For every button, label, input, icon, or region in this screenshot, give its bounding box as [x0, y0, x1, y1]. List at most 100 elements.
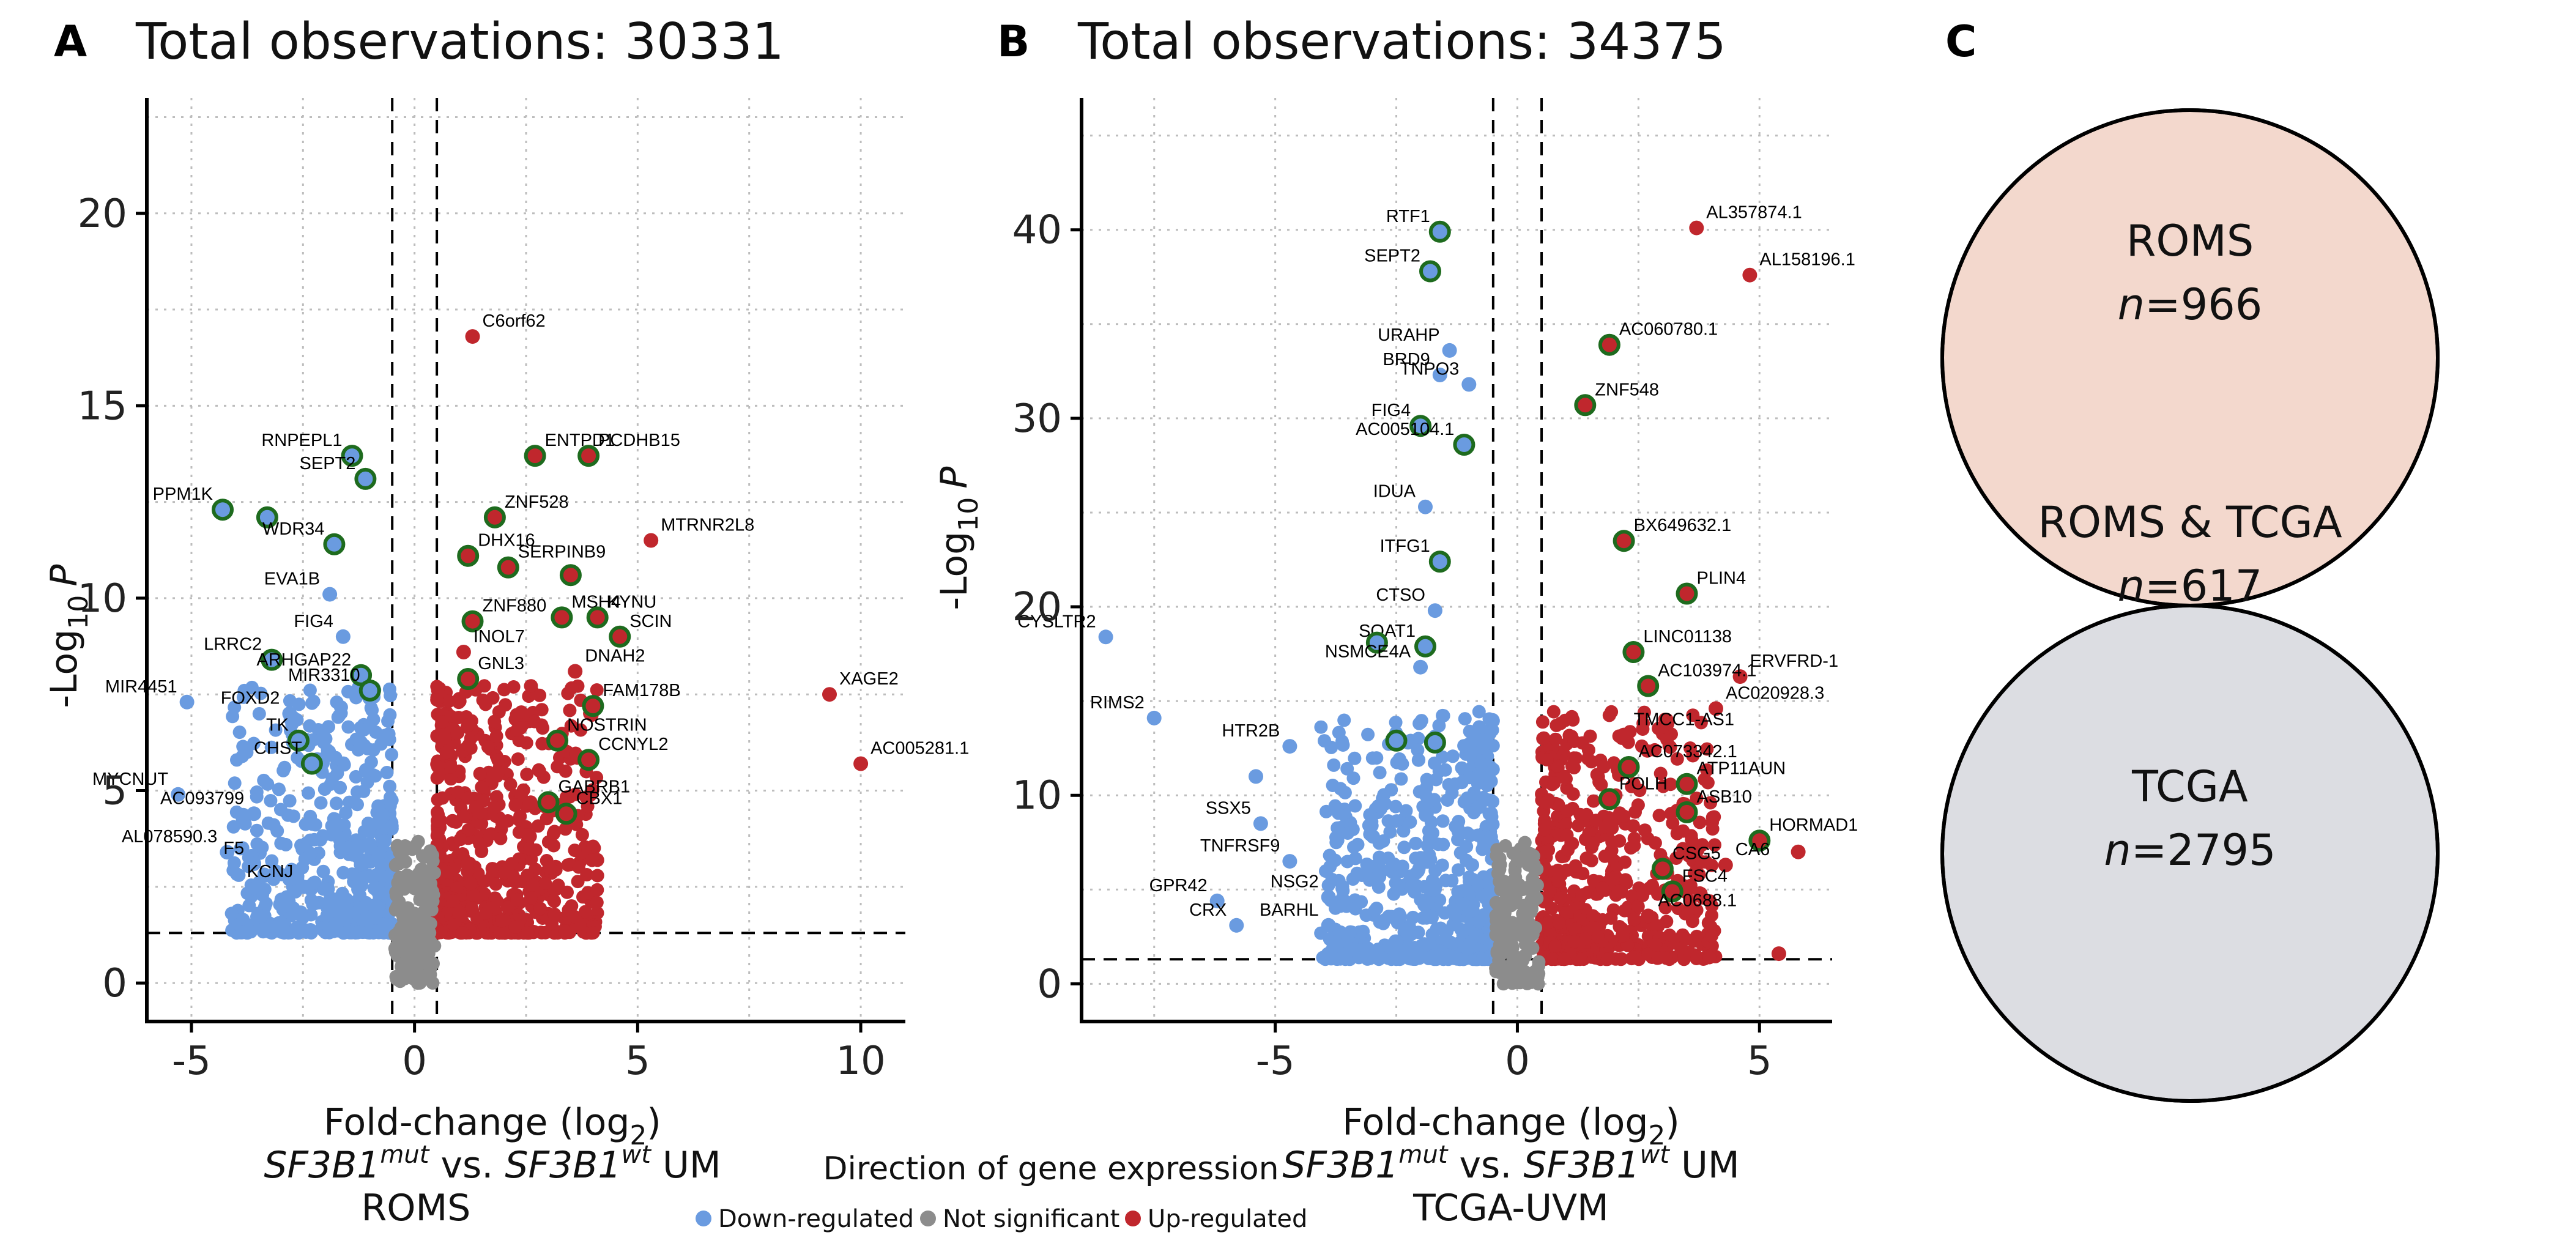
cluster-point-up	[1700, 763, 1714, 777]
cluster-point-down	[1334, 899, 1347, 913]
gene-label: NSMCE4A	[1325, 642, 1411, 662]
gene-point-unlabeled-29	[1423, 731, 1446, 754]
cluster-point-up	[444, 760, 458, 774]
cluster-point-down	[333, 781, 347, 795]
cluster-point-up	[1676, 824, 1690, 838]
cluster-point-down	[247, 736, 261, 751]
cluster-point-down	[305, 696, 319, 710]
cluster-point-up	[450, 881, 464, 895]
cluster-point-up	[536, 721, 550, 735]
cluster-point-up	[1701, 776, 1715, 790]
cluster-point-down	[1383, 825, 1397, 839]
cluster-point-up	[1708, 838, 1721, 852]
cluster-point-up	[453, 833, 467, 847]
cluster-point-down	[1394, 772, 1408, 786]
cluster-point-ns	[1514, 927, 1528, 941]
cluster-point-down	[1406, 910, 1420, 924]
cluster-point-up	[430, 693, 444, 707]
cluster-point-down	[269, 723, 283, 737]
cluster-point-down	[1387, 857, 1401, 871]
gene-point-mir4451	[179, 694, 195, 710]
cluster-point-ns	[403, 951, 417, 965]
cluster-point-up	[1695, 855, 1709, 869]
gridlines-b	[1082, 98, 1832, 1022]
cluster-point-down	[265, 854, 279, 868]
gene-point-unlabeled-46	[1771, 946, 1786, 962]
cluster-point-down	[1446, 918, 1460, 932]
legend-swatch-down	[696, 1211, 711, 1226]
cluster-point-up	[575, 828, 589, 842]
cluster-point-down	[306, 897, 320, 911]
cluster-point-up	[1705, 899, 1719, 913]
cluster-point-down	[294, 907, 308, 921]
cluster-point-up	[434, 925, 448, 940]
cluster-point-down	[1346, 942, 1360, 956]
gene-label: LINC01138	[1643, 627, 1732, 647]
cluster-point-up	[1600, 820, 1614, 834]
cluster-point-up	[533, 688, 547, 702]
y-tick-label: 15	[78, 384, 127, 429]
cluster-point-down	[385, 747, 399, 762]
cluster-point-down	[1327, 758, 1341, 772]
cluster-point-up	[1680, 886, 1694, 900]
cluster-point-up	[1553, 891, 1567, 905]
gene-label: CA6	[1735, 840, 1770, 859]
cluster-point-up	[466, 888, 480, 902]
venn-label-tcga: TCGA	[2131, 762, 2248, 812]
x-ticks-b: -5 0 5	[1256, 1022, 1772, 1084]
cluster-point-up	[455, 926, 469, 940]
cluster-point-down	[235, 925, 249, 939]
cluster-point-down	[357, 825, 371, 839]
cluster-point-down	[1436, 708, 1450, 722]
gene-label: SCIN	[629, 612, 672, 631]
cluster-point-ns	[1490, 848, 1504, 862]
cluster-point-ns	[398, 971, 412, 985]
gene-point-tnfrsf9	[1282, 854, 1297, 869]
cluster-point-down	[278, 760, 292, 774]
gene-point-foxd2	[282, 706, 297, 721]
gene-point-ccnyl2	[577, 749, 600, 771]
cluster-point-up	[590, 883, 604, 897]
cluster-point-down	[1436, 814, 1450, 828]
cluster-point-down	[333, 839, 347, 853]
cluster-point-up	[1581, 752, 1595, 766]
cluster-point-up	[564, 719, 578, 733]
gene-label: PPM1K	[153, 484, 213, 504]
cluster-point-down	[1486, 817, 1500, 831]
cluster-point-ns	[1527, 967, 1541, 981]
cluster-point-down	[1429, 773, 1443, 787]
cluster-point-down	[1365, 751, 1379, 765]
gene-label: IDUA	[1373, 482, 1416, 502]
cluster-point-up	[512, 733, 526, 747]
x-tick-label: -5	[1256, 1039, 1295, 1084]
gene-label: ASB10	[1697, 787, 1752, 807]
cluster-point-up	[1595, 881, 1609, 896]
cluster-point-down	[225, 907, 239, 921]
cluster-point-down	[1472, 720, 1486, 734]
cluster-point-up	[1542, 916, 1556, 930]
gene-point-ca6	[1718, 858, 1733, 873]
cluster-point-down	[280, 890, 294, 904]
cluster-point-up	[1557, 952, 1572, 966]
cluster-point-down	[1463, 771, 1477, 785]
cluster-point-down	[351, 882, 365, 896]
cluster-point-down	[1471, 878, 1485, 892]
gene-point-al158196-1	[1742, 267, 1758, 283]
cluster-point-up	[533, 902, 547, 916]
cluster-point-up	[1626, 819, 1640, 833]
cluster-point-up	[465, 901, 479, 915]
cluster-point-down	[234, 842, 248, 856]
cluster-point-down	[1340, 762, 1354, 776]
cluster-point-up	[1676, 842, 1690, 856]
gene-point-unlabeled-36	[1791, 844, 1806, 859]
cluster-point-up	[1586, 909, 1600, 923]
cluster-point-down	[383, 708, 397, 722]
x-tick-label: 5	[1747, 1039, 1772, 1084]
venn-count-roms: n=966	[2118, 280, 2263, 330]
cluster-point-down	[1373, 870, 1387, 884]
gene-point-crx	[1229, 918, 1244, 933]
cluster-point-up	[510, 892, 524, 907]
cluster-point-up	[520, 768, 534, 781]
cluster-point-down	[1430, 949, 1444, 963]
